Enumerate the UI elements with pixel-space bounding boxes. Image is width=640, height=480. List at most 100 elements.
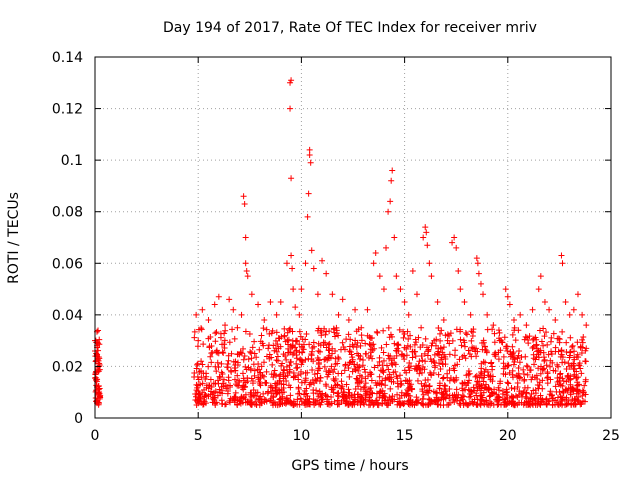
data-point bbox=[444, 374, 451, 381]
data-point bbox=[495, 327, 502, 334]
data-point bbox=[354, 339, 361, 346]
data-point bbox=[317, 374, 324, 381]
data-point bbox=[208, 343, 215, 350]
data-point bbox=[273, 391, 280, 398]
data-point bbox=[270, 342, 277, 349]
data-point bbox=[395, 342, 402, 349]
data-point bbox=[387, 353, 394, 360]
data-point bbox=[515, 352, 522, 359]
data-point bbox=[487, 392, 494, 399]
data-point bbox=[516, 388, 523, 395]
data-point bbox=[297, 356, 304, 363]
data-point bbox=[260, 373, 267, 380]
data-point bbox=[437, 366, 444, 373]
data-point bbox=[325, 354, 332, 361]
data-point bbox=[495, 401, 502, 408]
data-point bbox=[534, 394, 541, 401]
data-point bbox=[407, 332, 414, 339]
data-point bbox=[346, 348, 353, 355]
data-point bbox=[434, 401, 441, 408]
data-point bbox=[296, 328, 303, 335]
data-point bbox=[537, 401, 544, 408]
data-point bbox=[247, 389, 254, 396]
data-point bbox=[409, 401, 416, 408]
data-point bbox=[364, 306, 371, 313]
data-point bbox=[353, 328, 360, 335]
data-point bbox=[212, 402, 219, 409]
data-point bbox=[500, 370, 507, 377]
data-point bbox=[95, 391, 102, 398]
data-point bbox=[196, 368, 203, 375]
data-point bbox=[369, 355, 376, 362]
data-point bbox=[532, 356, 539, 363]
data-point bbox=[428, 397, 435, 404]
data-point bbox=[247, 348, 254, 355]
data-point bbox=[504, 363, 511, 370]
data-point bbox=[387, 331, 394, 338]
data-point bbox=[541, 333, 548, 340]
data-point bbox=[495, 384, 502, 391]
data-point bbox=[297, 368, 304, 375]
data-point bbox=[263, 368, 270, 375]
data-point bbox=[456, 400, 463, 407]
data-point bbox=[394, 375, 401, 382]
data-point bbox=[356, 356, 363, 363]
data-point bbox=[518, 354, 525, 361]
data-point bbox=[442, 388, 449, 395]
data-point bbox=[509, 371, 516, 378]
data-point bbox=[352, 306, 359, 313]
data-point bbox=[552, 344, 559, 351]
data-point bbox=[236, 378, 243, 385]
data-point bbox=[552, 383, 559, 390]
data-point bbox=[573, 374, 580, 381]
data-point bbox=[565, 360, 572, 367]
data-point bbox=[267, 384, 274, 391]
data-point bbox=[510, 349, 517, 356]
data-point bbox=[329, 291, 336, 298]
data-point bbox=[346, 359, 353, 366]
data-point bbox=[423, 382, 430, 389]
data-point bbox=[522, 393, 529, 400]
data-point bbox=[466, 377, 473, 384]
data-point bbox=[563, 339, 570, 346]
x-tick-label: 0 bbox=[91, 428, 100, 444]
data-point bbox=[198, 358, 205, 365]
data-point bbox=[579, 339, 586, 346]
data-point bbox=[305, 355, 312, 362]
data-point bbox=[506, 398, 513, 405]
data-point bbox=[543, 362, 550, 369]
data-point bbox=[420, 396, 427, 403]
data-point bbox=[544, 380, 551, 387]
data-point bbox=[330, 326, 337, 333]
data-point bbox=[242, 234, 249, 241]
data-point bbox=[203, 382, 210, 389]
data-point bbox=[260, 325, 267, 332]
data-point bbox=[261, 317, 268, 324]
data-point bbox=[478, 385, 485, 392]
data-point bbox=[493, 396, 500, 403]
data-point bbox=[353, 344, 360, 351]
data-point bbox=[376, 373, 383, 380]
data-point bbox=[366, 394, 373, 401]
data-point bbox=[296, 349, 303, 356]
data-point bbox=[439, 391, 446, 398]
data-point bbox=[405, 336, 412, 343]
data-point bbox=[212, 330, 219, 337]
data-point bbox=[547, 357, 554, 364]
data-point bbox=[219, 390, 226, 397]
data-point bbox=[334, 381, 341, 388]
data-point bbox=[334, 397, 341, 404]
plot-frame bbox=[94, 56, 612, 419]
data-point bbox=[202, 376, 209, 383]
data-point bbox=[95, 327, 102, 334]
data-point bbox=[242, 383, 249, 390]
data-point bbox=[369, 399, 376, 406]
data-point bbox=[435, 324, 442, 331]
data-point bbox=[419, 401, 426, 408]
data-point bbox=[324, 357, 331, 364]
data-point bbox=[213, 347, 220, 354]
data-point bbox=[397, 378, 404, 385]
data-point bbox=[421, 350, 428, 357]
data-point bbox=[338, 385, 345, 392]
data-point bbox=[451, 352, 458, 359]
